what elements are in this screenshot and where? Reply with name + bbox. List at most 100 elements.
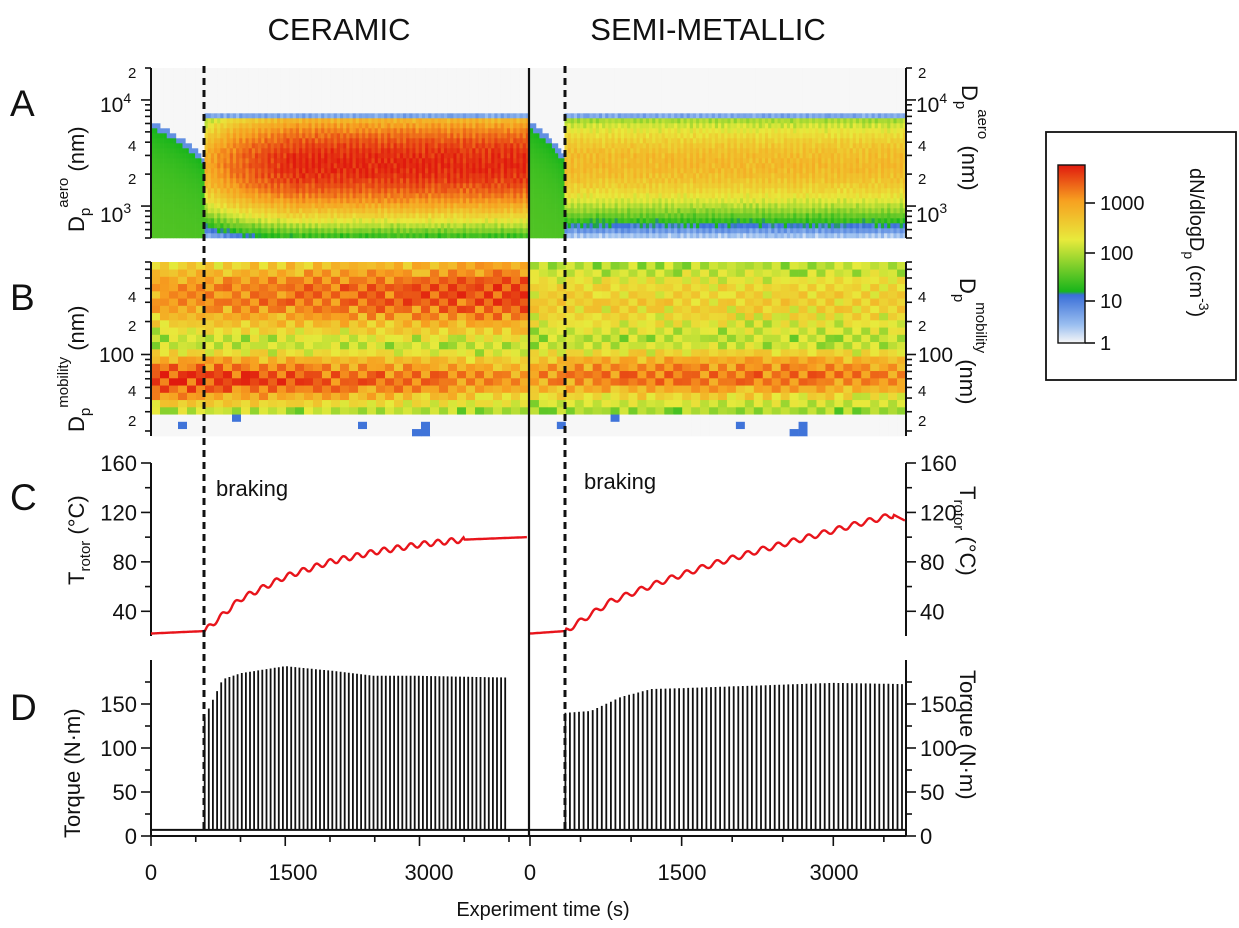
heatmap-cell <box>169 113 174 119</box>
heatmap-cell <box>564 83 568 89</box>
heatmap-cell <box>580 173 584 179</box>
heatmap-cell <box>163 173 168 179</box>
heatmap-cell <box>478 148 483 154</box>
heatmap-cell <box>384 88 388 94</box>
heatmap-cell <box>570 108 575 114</box>
heatmap-cell <box>558 138 562 144</box>
heatmap-cell <box>548 188 553 194</box>
heatmap-cell <box>390 168 394 174</box>
heatmap-cell <box>321 123 325 129</box>
heatmap-cell <box>551 118 556 124</box>
heatmap-cell <box>204 228 208 234</box>
heatmap-cell <box>283 108 287 114</box>
heatmap-cell <box>321 223 325 229</box>
heatmap-cell <box>242 208 246 214</box>
heatmap-cell <box>163 203 168 209</box>
heatmap-cell <box>308 108 312 114</box>
heatmap-cell <box>595 188 600 194</box>
heatmap-cell <box>602 203 606 209</box>
heatmap-cell <box>415 88 420 94</box>
heatmap-cell <box>469 208 473 214</box>
heatmap-cell <box>299 158 303 164</box>
heatmap-cell <box>583 218 587 224</box>
heatmap-cell <box>548 83 553 89</box>
heatmap-cell <box>497 68 501 74</box>
heatmap-cell <box>488 158 492 164</box>
heatmap-cell <box>605 148 609 154</box>
heatmap-cell <box>305 218 309 224</box>
heatmap-cell <box>472 153 476 159</box>
heatmap-cell <box>232 143 237 149</box>
heatmap-cell <box>251 218 256 224</box>
heatmap-cell <box>188 173 193 179</box>
heatmap-cell <box>494 78 498 84</box>
heatmap-cell <box>239 133 243 139</box>
heatmap-cell <box>459 123 464 129</box>
heatmap-cell <box>355 188 360 194</box>
heatmap-cell <box>220 223 224 229</box>
heatmap-cell <box>267 218 271 224</box>
heatmap-cell <box>157 203 161 209</box>
heatmap-cell <box>188 98 193 104</box>
heatmap-cell <box>608 183 612 189</box>
heatmap-cell <box>264 228 268 234</box>
heatmap-cell <box>605 208 609 214</box>
heatmap-cell <box>314 178 319 184</box>
heatmap-cell <box>472 173 476 179</box>
heatmap-cell <box>481 133 486 139</box>
heatmap-cell <box>497 223 501 229</box>
heatmap-cell <box>169 93 174 99</box>
heatmap-cell <box>602 193 606 199</box>
heatmap-cell <box>286 228 290 234</box>
heatmap-cell <box>239 173 243 179</box>
heatmap-cell <box>469 178 473 184</box>
heatmap-cell <box>564 183 568 189</box>
heatmap-cell <box>425 133 429 139</box>
heatmap-cell <box>567 198 572 204</box>
heatmap-cell <box>539 98 543 104</box>
heatmap-cell <box>421 183 426 189</box>
heatmap-cell <box>226 118 231 124</box>
heatmap-cell <box>592 78 597 84</box>
heatmap-cell <box>570 138 575 144</box>
heatmap-cell <box>484 133 489 139</box>
heatmap-cell <box>533 103 537 109</box>
heatmap-cell <box>324 133 328 139</box>
heatmap-cell <box>251 163 256 169</box>
heatmap-cell <box>421 233 426 239</box>
heatmap-cell <box>466 168 470 174</box>
heatmap-cell <box>295 203 300 209</box>
heatmap-cell <box>539 198 543 204</box>
heatmap-cell <box>533 113 537 119</box>
heatmap-cell <box>409 218 413 224</box>
heatmap-cell <box>583 113 587 119</box>
heatmap-cell <box>157 218 161 224</box>
heatmap-cell <box>399 223 404 229</box>
heatmap-cell <box>289 223 294 229</box>
heatmap-cell <box>166 68 171 74</box>
heatmap-cell <box>377 103 382 109</box>
heatmap-cell <box>516 93 520 99</box>
heatmap-cell <box>459 103 464 109</box>
heatmap-cell <box>580 228 584 234</box>
heatmap-cell <box>558 218 562 224</box>
heatmap-cell <box>176 198 180 204</box>
heatmap-cell <box>188 73 193 79</box>
heatmap-cell <box>384 208 388 214</box>
heatmap-cell <box>377 178 382 184</box>
heatmap-cell <box>277 218 281 224</box>
heatmap-cell <box>176 183 180 189</box>
heatmap-cell <box>387 88 391 94</box>
heatmap-cell <box>406 188 410 194</box>
heatmap-cell <box>418 148 423 154</box>
heatmap-cell <box>403 183 407 189</box>
heatmap-cell <box>343 173 347 179</box>
heatmap-cell <box>567 98 572 104</box>
panel-letter-b: B <box>10 277 35 318</box>
heatmap-cell <box>513 138 517 144</box>
heatmap-cell <box>362 83 366 89</box>
heatmap-cell <box>466 213 470 219</box>
heatmap-cell <box>292 233 297 239</box>
heatmap-cell <box>377 113 382 119</box>
heatmap-cell <box>580 108 584 114</box>
